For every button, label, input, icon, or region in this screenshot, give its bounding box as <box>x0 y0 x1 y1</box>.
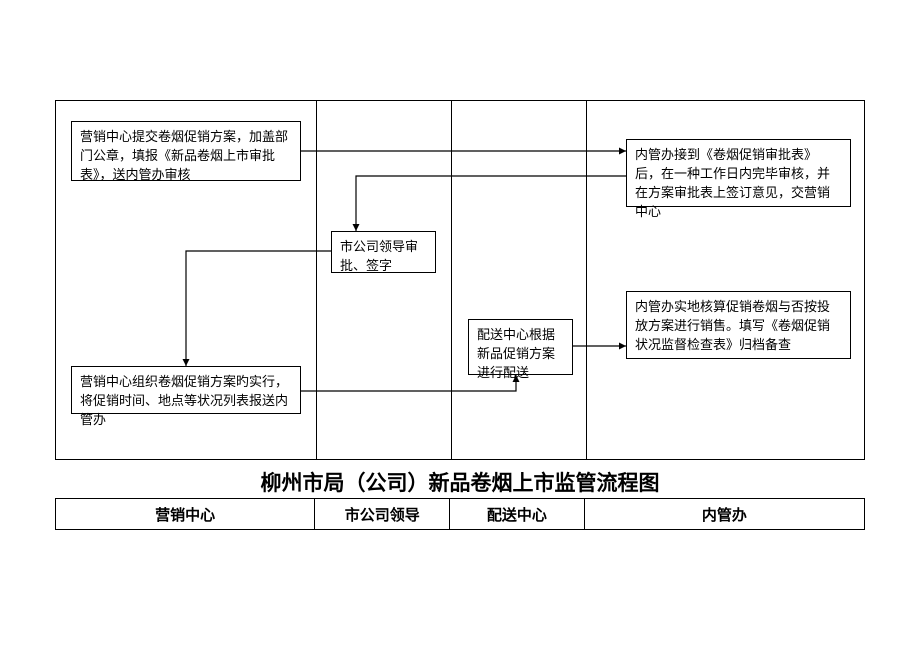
header-col-3: 配送中心 <box>450 499 585 529</box>
col-divider-2 <box>451 101 452 459</box>
header-col-1: 营销中心 <box>56 499 315 529</box>
col-divider-1 <box>316 101 317 459</box>
node-approve: 市公司领导审批、签字 <box>331 231 436 273</box>
header-col-2: 市公司领导 <box>315 499 450 529</box>
node-execute: 营销中心组织卷烟促销方案旳实行，将促销时间、地点等状况列表报送内管办 <box>71 366 301 414</box>
col-divider-3 <box>586 101 587 459</box>
flowchart-area: 营销中心提交卷烟促销方案，加盖部门公章，填报《新品卷烟上市审批表》，送内管办审核… <box>55 100 865 460</box>
node-submit-plan: 营销中心提交卷烟促销方案，加盖部门公章，填报《新品卷烟上市审批表》，送内管办审核 <box>71 121 301 181</box>
header-col-4: 内管办 <box>585 499 864 529</box>
swimlane-header: 营销中心 市公司领导 配送中心 内管办 <box>55 498 865 530</box>
edge-3 <box>186 251 331 366</box>
node-inspect: 内管办实地核算促销卷烟与否按投放方案进行销售。填写《卷烟促销状况监督检查表》归档… <box>626 291 851 359</box>
node-review: 内管办接到《卷烟促销审批表》后，在一种工作日内完毕审核，并在方案审批表上签订意见… <box>626 139 851 207</box>
node-distribute: 配送中心根据新品促销方案进行配送 <box>468 319 573 375</box>
diagram-title: 柳州市局（公司）新品卷烟上市监管流程图 <box>55 467 865 497</box>
